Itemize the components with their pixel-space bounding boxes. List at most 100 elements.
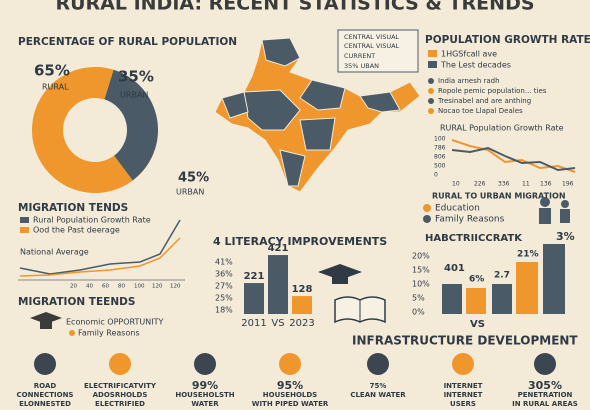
stat-label: HOUSEHOLSTH [175,391,234,399]
x-tick-label: 80 [118,284,125,290]
icon [367,353,389,375]
bars [442,244,565,314]
icon [34,353,56,375]
section-title: PERCENTAGE OF RURAL POPULATION [18,36,237,48]
list-item: Family Reasons [435,215,505,225]
x-tick-label: 226 [474,181,486,188]
stat-value: 305% [528,379,562,392]
icon [534,353,556,375]
y-tick-label: 18% [215,306,233,315]
cap-icon [318,264,362,284]
list-item: India arnesh radh [438,77,500,85]
list-item: Family Reasons [78,329,140,338]
y-tick-label: 41% [215,258,233,267]
bar-group: 221 2011 421 VS 128 2023 [241,243,314,329]
y-tick-label: 786 [434,145,446,152]
section-title: RURAL TO URBAN MIGRATION [432,192,566,201]
book-icon [334,296,386,324]
stat-value: 95% [277,379,303,392]
legend-line: CENTRAL VISUAL [344,42,400,50]
value-label: 65% [34,62,70,80]
bar-label: 221 [244,271,265,282]
label: RURAL [42,83,69,92]
stat-label: ELECTRIFIED [95,400,145,408]
legend-swatch [428,61,437,68]
stat-label: PENETRATION [518,391,573,399]
legend-line: 35% UBAN [344,62,379,70]
map [214,37,421,193]
legend-label: The Lest decades [440,61,511,70]
note-label: URBAN [176,188,204,197]
list-item: Education [435,204,480,214]
x-tick-label: 11 [522,181,530,188]
legend-label: Rural Population Growth Rate [33,216,151,225]
x-tick-label: 10 [452,181,460,188]
icon [194,353,216,375]
section-title: HABCTRIICCRATK [425,233,523,244]
bar [268,255,288,314]
y-tick-label: 806 [434,154,446,161]
bullet [428,98,434,104]
stat-label: WATER [191,400,219,408]
bar-label: 21% [517,250,539,260]
y-tick-label: 0 [434,172,438,179]
x-tick-label: 2023 [289,318,314,329]
legend-swatch [20,217,29,223]
legend-line: CENTRAL VISUAL [344,33,400,41]
bar-label: 3% [556,230,575,243]
line [19,219,181,275]
list-item: Nocao toe Llapal Deales [438,107,523,115]
icon [452,353,474,375]
vs-label: VS [470,319,485,330]
bar-label: 421 [268,243,289,254]
legend-swatch [20,227,29,233]
section-title: MIGRATION TENDS [18,202,128,214]
legend-line: CURRENT [344,52,375,60]
x-tick-label: 120 [152,284,163,290]
x-tick-label: VS [271,318,284,329]
stat-label: CLEAN WATER [350,391,406,399]
line [19,237,181,277]
label: URBAN [120,91,148,100]
cap-icon [30,312,62,329]
y-tick-label: 27% [215,282,233,291]
x-tick-label: 336 [498,181,510,188]
x-tick-label: 20 [70,284,77,290]
x-tick-label: 120 [170,284,181,290]
icon [109,353,131,375]
x-tick-label: 196 [562,181,574,188]
stat-label: USERS [450,400,476,408]
stat-label: ADOSRHOLDS [93,391,148,399]
legend-box [337,29,419,73]
line [451,139,576,173]
section-title: POPULATION GROWTH RATE [425,34,590,46]
legend-label: 1HGSfcall ave [441,50,497,59]
donut-segment [104,69,159,181]
value-label: 35% [118,68,154,86]
stat-label: IN RURAL AREAS [512,400,578,408]
bullet [69,330,75,336]
x-tick-label: 100 [134,284,145,290]
bar-label: 6% [469,275,484,285]
y-tick-label: 100 [434,136,446,143]
bar [292,296,312,314]
stat-label: ROAD [34,382,57,390]
y-tick-label: 20% [412,252,430,261]
icon [279,353,301,375]
section-title: 4 LITERACY IMPROVEMENTS [213,235,387,248]
legend-label: Ood the Past deerage [33,226,120,235]
y-tick-label: 0% [412,308,425,317]
x-tick-label: 40 [86,284,93,290]
people-icon [539,197,570,224]
stat-value: 75% [370,382,387,390]
bullet [428,78,434,84]
bar [244,283,264,314]
stat-label: INTERNET [444,382,483,390]
legend-swatch [428,50,437,57]
bullet [428,108,434,114]
y-tick-label: 15% [412,266,430,275]
list-item: Ropole pemic population... ties [438,87,547,95]
stat-label: ELONNESTED [19,400,71,408]
note: National Average [20,248,89,257]
